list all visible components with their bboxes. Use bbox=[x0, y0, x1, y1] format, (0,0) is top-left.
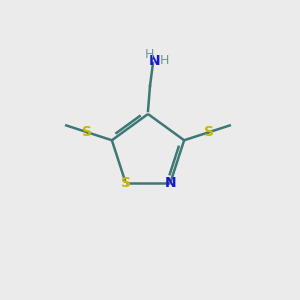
Text: H: H bbox=[144, 47, 154, 61]
Text: S: S bbox=[121, 176, 131, 190]
Text: S: S bbox=[204, 125, 214, 139]
Text: N: N bbox=[164, 176, 176, 190]
Text: H: H bbox=[159, 55, 169, 68]
Text: N: N bbox=[149, 54, 161, 68]
Text: S: S bbox=[82, 125, 92, 139]
